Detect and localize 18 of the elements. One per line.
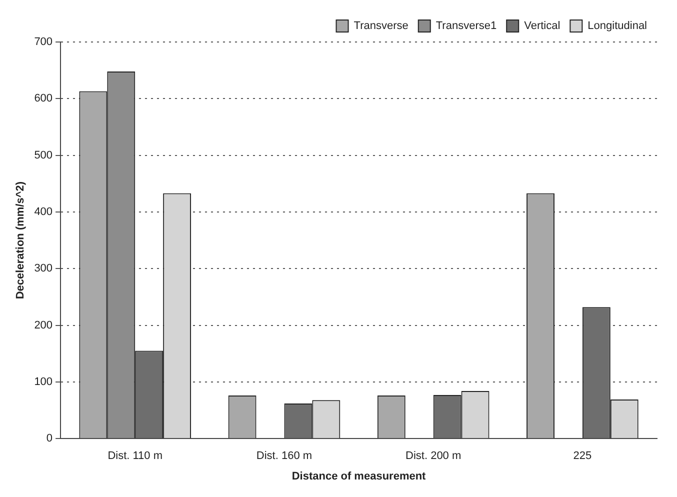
x-tick-label: Dist. 110 m [108,450,163,462]
legend-label: Transverse [354,20,408,32]
y-tick-label: 700 [34,36,53,48]
x-axis-title: Distance of measurement [292,470,426,482]
y-tick-label: 500 [34,149,53,162]
y-tick-label: 300 [34,262,53,275]
y-tick-label: 400 [34,206,53,218]
y-tick-label: 200 [34,319,53,332]
x-tick-label: Dist. 200 m [406,450,462,462]
y-axis-title: Deceleration (mm/s^2) [14,181,27,300]
x-tick-label: Dist. 160 m [256,450,312,462]
y-tick-label: 100 [34,376,53,388]
legend-label: Vertical [524,20,560,32]
y-tick-label: 0 [46,432,53,445]
x-tick-label: 225 [573,450,592,462]
legend-label: Transverse1 [436,20,497,32]
y-tick-label: 600 [34,92,53,105]
legend-label: Longitudinal [588,20,648,32]
